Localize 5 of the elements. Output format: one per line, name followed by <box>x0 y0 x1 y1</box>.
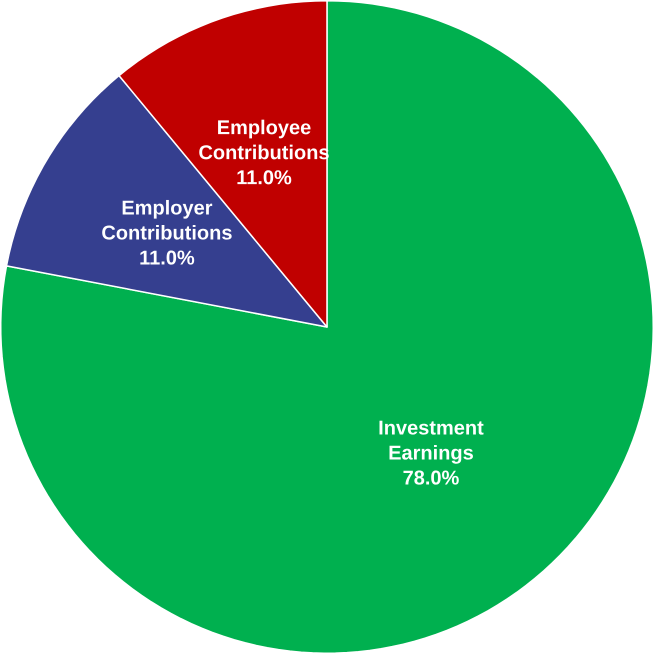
slice-label: Investment Earnings <box>380 420 484 464</box>
data-label: 11.0% <box>237 170 292 184</box>
data-label: 11.0% <box>140 250 194 265</box>
slice-label: Employer Contributions <box>102 200 232 240</box>
data-label: 78.0% <box>403 470 459 485</box>
